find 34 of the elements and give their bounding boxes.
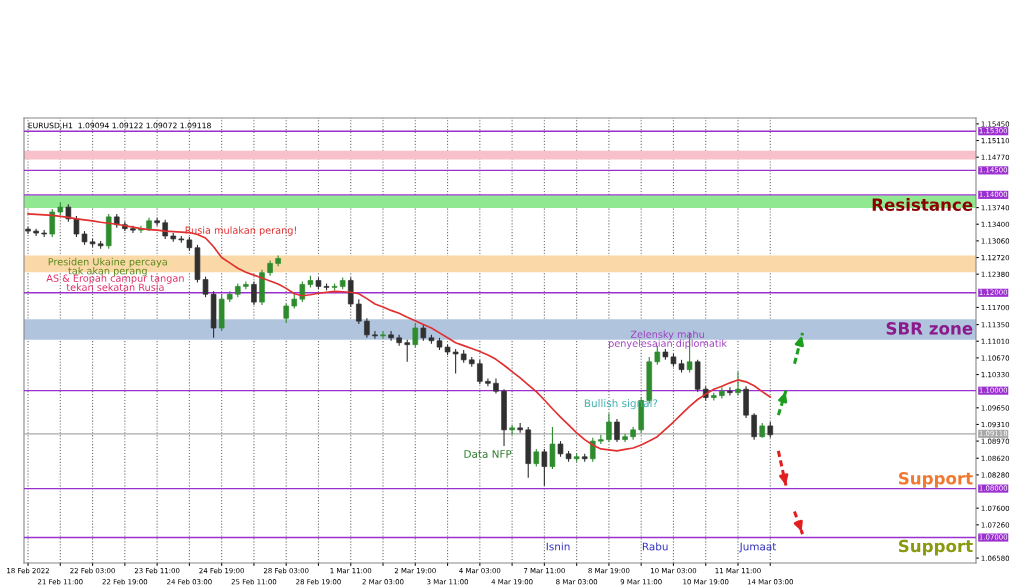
annotation: Support bbox=[898, 539, 973, 556]
annotation: Jumaat bbox=[739, 542, 777, 553]
annotation: Rabu bbox=[642, 542, 668, 551]
annotation: Resistance bbox=[872, 198, 973, 211]
candlestick bbox=[347, 277, 354, 308]
candlestick bbox=[404, 339, 410, 363]
candlestick bbox=[49, 208, 56, 238]
candlestick bbox=[751, 412, 757, 441]
candlestick bbox=[549, 426, 556, 470]
candlestick bbox=[606, 412, 612, 443]
candlestick bbox=[154, 217, 160, 227]
annotation: Isnin bbox=[546, 542, 570, 551]
candlestick bbox=[509, 424, 515, 436]
candlestick bbox=[727, 386, 733, 397]
annotation: SBR zone bbox=[886, 322, 973, 335]
candlestick bbox=[356, 298, 362, 325]
candlestick bbox=[251, 280, 257, 306]
line-series bbox=[27, 213, 772, 452]
candlestick bbox=[380, 330, 386, 340]
candlestick bbox=[452, 348, 459, 375]
candlestick bbox=[372, 330, 378, 340]
annotation: Support bbox=[898, 472, 973, 488]
candlestick bbox=[412, 322, 419, 348]
candlestick bbox=[735, 371, 741, 397]
candlestick bbox=[541, 448, 548, 487]
candlestick bbox=[485, 377, 491, 387]
candlestick bbox=[590, 437, 596, 463]
candlestick bbox=[283, 303, 289, 324]
candlestick bbox=[364, 317, 370, 339]
candlestick bbox=[388, 330, 394, 342]
candlestick bbox=[477, 359, 483, 385]
candlestick bbox=[719, 386, 725, 400]
candlestick bbox=[614, 418, 620, 443]
annotation: Data NFP bbox=[464, 450, 512, 458]
